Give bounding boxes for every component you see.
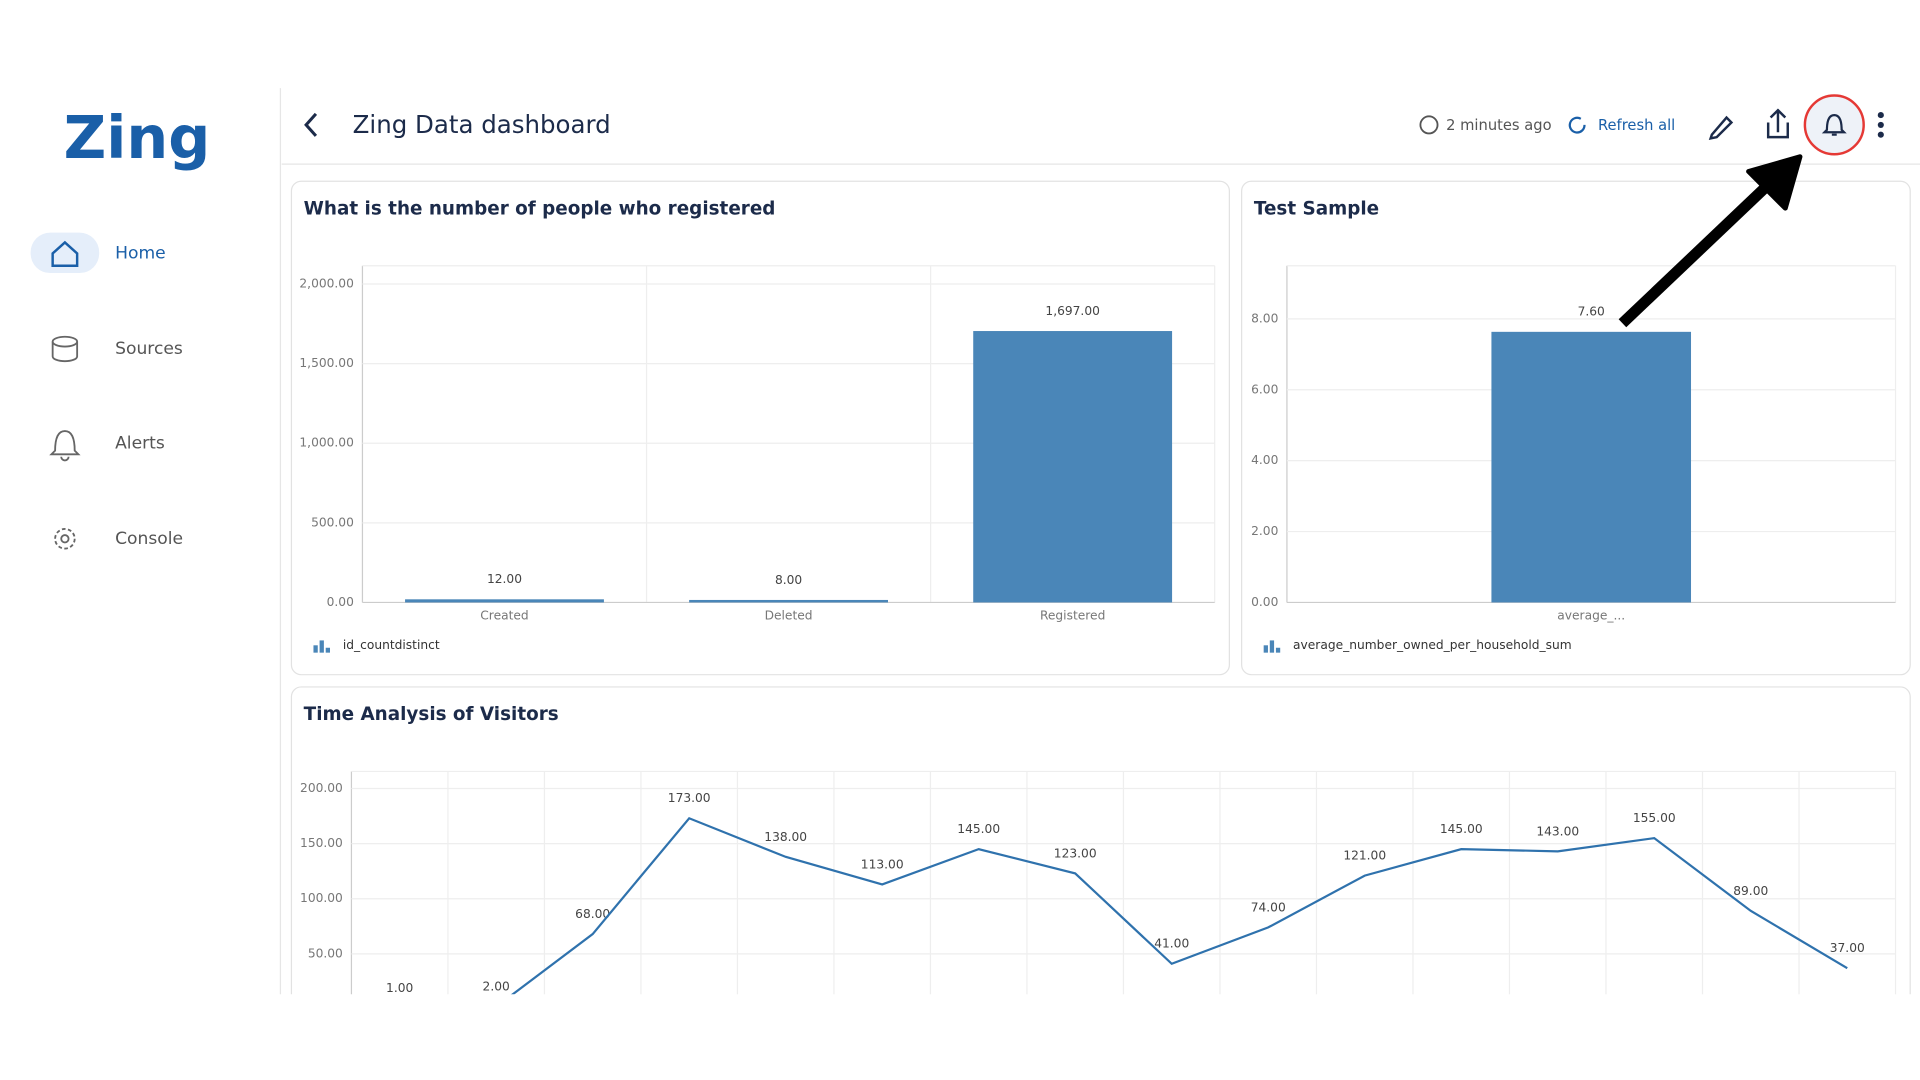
value-label: 138.00 — [764, 830, 807, 844]
legend-icon — [325, 647, 330, 653]
console-icon-center — [60, 534, 70, 544]
value-label: 89.00 — [1733, 884, 1768, 898]
legend-icon — [319, 640, 324, 653]
value-label: 41.00 — [1154, 937, 1189, 951]
bar — [1491, 331, 1692, 603]
y-tick-label: 1,500.00 — [299, 356, 353, 370]
sources-icon-body — [51, 341, 79, 363]
sources-icon — [51, 335, 79, 348]
y-tick-label: 2,000.00 — [299, 277, 353, 291]
bar — [973, 331, 1173, 603]
y-tick-label: 200.00 — [300, 781, 343, 795]
console-icon — [54, 528, 76, 550]
legend-icon — [1275, 647, 1281, 653]
alerts-icon — [49, 430, 81, 462]
value-label: 1.00 — [386, 981, 413, 995]
home-icon — [51, 240, 79, 267]
bar — [689, 599, 888, 603]
legend-label: id_countdistinct — [343, 638, 440, 652]
arrow-shaft — [1618, 179, 1774, 328]
value-label: 7.60 — [1578, 305, 1605, 319]
logo: Zing — [64, 103, 211, 172]
y-tick-label: 4.00 — [1251, 453, 1278, 467]
x-tick-label: Deleted — [765, 608, 813, 622]
dashboard: What is the number of people who registe… — [290, 180, 1911, 995]
y-tick-label: 6.00 — [1251, 382, 1278, 396]
nav-sources[interactable]: Sources — [115, 339, 183, 359]
value-label: 145.00 — [957, 822, 1000, 836]
legend-icon — [1269, 640, 1275, 653]
alert-button[interactable] — [1821, 113, 1847, 136]
value-label: 121.00 — [1343, 849, 1386, 863]
y-tick-label: 500.00 — [311, 515, 354, 529]
back-button[interactable] — [304, 112, 318, 137]
more-button[interactable] — [1877, 112, 1884, 138]
refresh-icon[interactable] — [1568, 116, 1586, 134]
arrow-head — [1746, 154, 1803, 211]
value-label: 155.00 — [1633, 811, 1676, 825]
value-label: 8.00 — [775, 573, 802, 587]
y-tick-label: 1,000.00 — [299, 436, 353, 450]
nav-alerts[interactable]: Alerts — [115, 433, 165, 453]
y-tick-label: 0.00 — [327, 595, 354, 609]
legend-label: average_number_owned_per_household_sum — [1293, 638, 1572, 652]
refresh-all[interactable]: Refresh all — [1598, 117, 1675, 134]
y-tick-label: 150.00 — [300, 836, 343, 850]
nav-home[interactable]: Home — [115, 243, 166, 263]
y-tick-label: 8.00 — [1251, 311, 1278, 325]
value-label: 74.00 — [1251, 900, 1286, 914]
value-label: 143.00 — [1536, 824, 1579, 838]
header: Zing Data dashboard 2 minutes ago Refres… — [281, 94, 1920, 165]
value-label: 12.00 — [487, 572, 522, 586]
value-label: 173.00 — [668, 791, 711, 805]
x-tick-label: Created — [480, 608, 528, 622]
clock-icon — [1419, 115, 1439, 135]
share-button[interactable] — [1766, 108, 1789, 139]
nav-highlight — [30, 232, 100, 274]
x-tick-label: average_... — [1557, 608, 1625, 622]
y-tick-label: 50.00 — [308, 946, 343, 960]
chart-title: What is the number of people who registe… — [304, 198, 776, 219]
y-tick-label: 0.00 — [1251, 595, 1278, 609]
value-label: 68.00 — [575, 907, 610, 921]
value-label: 1,697.00 — [1045, 304, 1099, 318]
legend-icon — [1263, 645, 1268, 653]
value-label: 37.00 — [1830, 941, 1865, 955]
sidebar: Zing Home Sources Alerts Console — [30, 88, 282, 995]
line-series — [510, 816, 1848, 995]
value-label: 2.00 — [483, 980, 510, 994]
y-tick-label: 100.00 — [300, 891, 343, 905]
edit-button[interactable] — [1708, 115, 1734, 140]
chart-title: Test Sample — [1254, 198, 1379, 219]
value-label: 123.00 — [1054, 846, 1097, 860]
alert-button-highlight[interactable] — [1803, 94, 1865, 156]
updated-time: 2 minutes ago — [1446, 117, 1551, 134]
chart-title: Time Analysis of Visitors — [304, 704, 559, 725]
value-label: 145.00 — [1440, 822, 1483, 836]
bar — [405, 599, 604, 603]
x-tick-label: Registered — [1040, 608, 1105, 622]
y-tick-label: 2.00 — [1251, 524, 1278, 538]
chart-card — [290, 686, 1911, 995]
annotation-arrow — [1618, 154, 1803, 328]
legend-icon — [313, 645, 318, 653]
dashboard-title: Zing Data dashboard — [353, 110, 611, 139]
nav-console[interactable]: Console — [115, 529, 183, 549]
value-label: 113.00 — [861, 857, 904, 871]
